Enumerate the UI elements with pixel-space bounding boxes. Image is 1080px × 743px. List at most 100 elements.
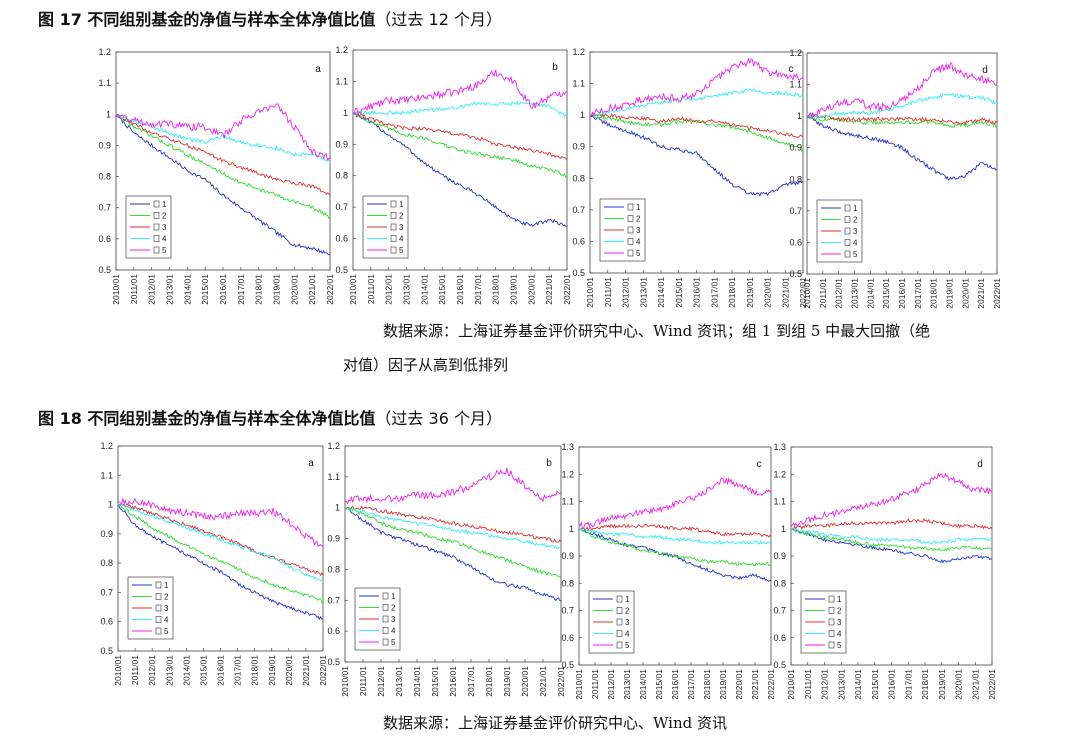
x-tick-label: 2010/01: [111, 274, 121, 305]
x-tick-label: 2018/01: [484, 666, 494, 697]
x-tick-label: 2012/01: [384, 274, 394, 305]
series-line-5: [806, 62, 998, 118]
panel-label: b: [546, 458, 552, 469]
x-tick-label: 2011/01: [129, 274, 139, 304]
legend-glyph-box: [616, 630, 623, 637]
series-line-5: [578, 477, 772, 530]
x-tick-label: 2010/01: [585, 277, 595, 308]
legend-glyph-box: [627, 249, 634, 257]
y-tick-label: 1.3: [773, 442, 786, 452]
legend-glyph-box: [828, 595, 835, 603]
x-tick-label: 2014/01: [182, 274, 192, 305]
legend-label-3: 3: [853, 227, 858, 236]
x-tick-label: 2018/01: [920, 669, 930, 700]
legend-glyph-box: [382, 592, 389, 600]
legend-label-1: 1: [162, 200, 167, 209]
x-tick-label: 2010/01: [348, 274, 358, 305]
figure-18-title: 图 18 不同组别基金的净值与样本全体净值比值（过去 36 个月）: [38, 405, 502, 429]
legend-glyph-box: [844, 204, 851, 212]
legend-label-3: 3: [391, 615, 396, 624]
x-tick-label: 2018/01: [254, 274, 264, 305]
series-line-2: [589, 114, 804, 152]
legend-label-2: 2: [625, 607, 630, 616]
y-tick-label: 0.5: [789, 269, 802, 279]
panel-label: a: [308, 458, 314, 469]
legend-label-5: 5: [164, 627, 169, 636]
series-line-1: [790, 528, 993, 564]
x-tick-label: 2011/01: [590, 669, 600, 699]
y-tick-label: 1: [797, 111, 802, 121]
x-tick-label: 2016/01: [218, 274, 228, 305]
legend-glyph-box: [153, 212, 160, 219]
x-tick-label: 2010/01: [113, 655, 123, 686]
series-line-1: [578, 528, 772, 582]
panel-label: d: [982, 65, 988, 76]
x-tick-label: 2010/01: [786, 669, 796, 700]
series-line-4: [344, 507, 562, 550]
y-tick-label: 0.9: [789, 143, 802, 153]
y-tick-label: 1.1: [100, 470, 113, 480]
legend-label-1: 1: [837, 595, 842, 604]
x-tick-label: 2019/01: [272, 274, 282, 305]
series-line-2: [115, 114, 331, 219]
legend-label-3: 3: [164, 604, 169, 613]
series-line-3: [579, 523, 772, 538]
x-tick-label: 2011/01: [366, 274, 376, 304]
x-tick-label: 2021/01: [307, 274, 317, 305]
legend-label-4: 4: [853, 239, 858, 248]
y-tick-label: 0.9: [327, 534, 340, 544]
legend-label-2: 2: [853, 216, 858, 225]
x-tick-label: 2012/01: [147, 274, 157, 305]
x-tick-label: 2014/01: [638, 669, 648, 700]
x-tick-label: 2012/01: [820, 669, 830, 700]
x-tick-label: 2020/01: [284, 655, 294, 686]
x-tick-label: 2015/01: [674, 277, 684, 308]
x-tick-label: 2022/01: [556, 666, 566, 697]
x-tick-label: 2021/01: [970, 669, 980, 700]
y-tick-label: 1.1: [789, 80, 802, 90]
figure-17-source-line2: 对值）因子从高到低排列: [343, 356, 509, 374]
legend-label-5: 5: [837, 641, 842, 650]
x-tick-label: 2020/01: [954, 669, 964, 700]
x-tick-label: 2016/01: [670, 669, 680, 700]
x-tick-label: 2021/01: [538, 666, 548, 697]
x-tick-label: 2011/01: [818, 278, 828, 308]
legend-label-2: 2: [636, 215, 641, 224]
series-line-4: [117, 503, 324, 582]
x-tick-label: 2021/01: [780, 277, 790, 308]
y-tick-label: 0.6: [335, 234, 348, 244]
series-line-2: [344, 506, 562, 578]
legend-label-5: 5: [853, 250, 858, 259]
x-tick-label: 2017/01: [233, 655, 243, 686]
x-tick-label: 2017/01: [686, 669, 696, 700]
y-tick-label: 0.7: [773, 606, 786, 616]
figure-17-title-main: 图 17 不同组别基金的净值与样本全体净值比值: [38, 10, 376, 29]
series-line-3: [790, 517, 993, 531]
series-line-5: [589, 57, 804, 117]
legend-glyph-box: [382, 638, 389, 646]
x-tick-label: 2016/01: [216, 655, 226, 686]
legend-glyph-box: [155, 581, 162, 589]
y-tick-label: 0.5: [98, 265, 111, 275]
series-line-1: [589, 114, 804, 197]
x-tick-label: 2016/01: [448, 666, 458, 697]
x-tick-label: 2015/01: [430, 666, 440, 697]
panel-label: d: [977, 459, 983, 470]
y-tick-label: 1.1: [327, 472, 340, 482]
x-tick-label: 2011/01: [803, 669, 813, 699]
x-tick-label: 2020/01: [289, 274, 299, 305]
x-tick-label: 2017/01: [236, 274, 246, 305]
legend-label-2: 2: [399, 212, 404, 221]
legend-label-4: 4: [164, 616, 169, 625]
legend-label-2: 2: [164, 593, 169, 602]
x-tick-label: 2019/01: [718, 669, 728, 700]
series-line-4: [578, 527, 772, 545]
legend-glyph-box: [155, 616, 162, 623]
figure-17-title-paren: （过去 12 个月）: [375, 10, 502, 29]
series-line-1: [117, 504, 324, 621]
series-line-1: [352, 112, 568, 227]
x-tick-label: 2016/01: [887, 669, 897, 700]
x-tick-label: 2013/01: [850, 278, 860, 309]
y-tick-label: 1.1: [773, 497, 786, 507]
x-tick-label: 2017/01: [903, 669, 913, 700]
